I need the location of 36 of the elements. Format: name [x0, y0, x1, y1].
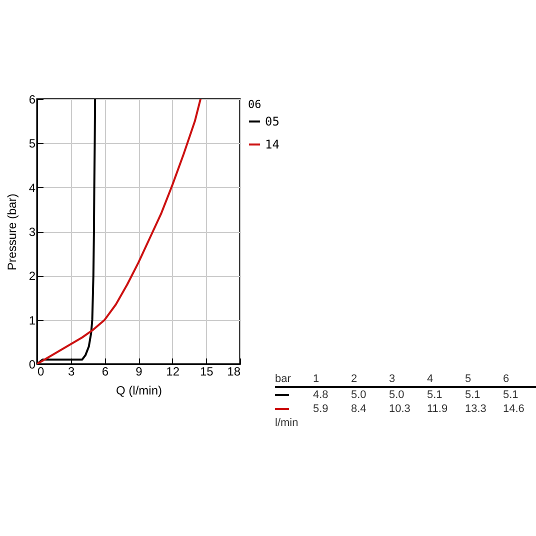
text: l/min: [275, 416, 300, 430]
text: 10.3: [389, 403, 412, 415]
text: 2: [351, 373, 358, 385]
x-axis-title: Q (l/min): [116, 384, 162, 398]
x-tick-label: 12: [166, 364, 180, 378]
y-tick-label: 5: [28, 136, 36, 151]
text: 5.1: [427, 389, 444, 401]
text: bar: [275, 373, 292, 385]
text: 13.3: [465, 403, 488, 415]
text: 5.0: [389, 389, 406, 401]
x-tick-label: 0: [38, 364, 44, 378]
text: 5.1: [465, 389, 482, 401]
text: 8.4: [351, 403, 368, 415]
legend-title: 06: [248, 98, 262, 111]
text: 4: [427, 373, 434, 385]
text: 14.6: [503, 403, 526, 415]
text: 5.1: [503, 389, 520, 401]
y-tick-label: 3: [28, 225, 36, 239]
text: 5: [465, 373, 472, 385]
text: 1: [313, 373, 320, 385]
text: 5.9: [313, 403, 330, 415]
text: 4.8: [313, 389, 330, 401]
y-axis-title: Pressure (bar): [4, 194, 19, 270]
x-tick-label: 3: [68, 364, 75, 378]
y-tick-label: 2: [28, 269, 36, 284]
y-tick-label: 6: [28, 92, 36, 106]
text: 11.9: [427, 403, 449, 415]
legend-label: 14: [265, 138, 280, 152]
y-tick-label: 4: [28, 180, 36, 195]
y-tick-label: 1: [28, 313, 36, 328]
x-tick-label: 15: [200, 364, 214, 378]
x-tick-label: 9: [136, 364, 143, 378]
text: 5.0: [351, 389, 368, 401]
legend-label: 05: [265, 114, 280, 128]
x-tick-label: 18: [227, 364, 241, 378]
x-tick-label: 6: [102, 364, 109, 378]
